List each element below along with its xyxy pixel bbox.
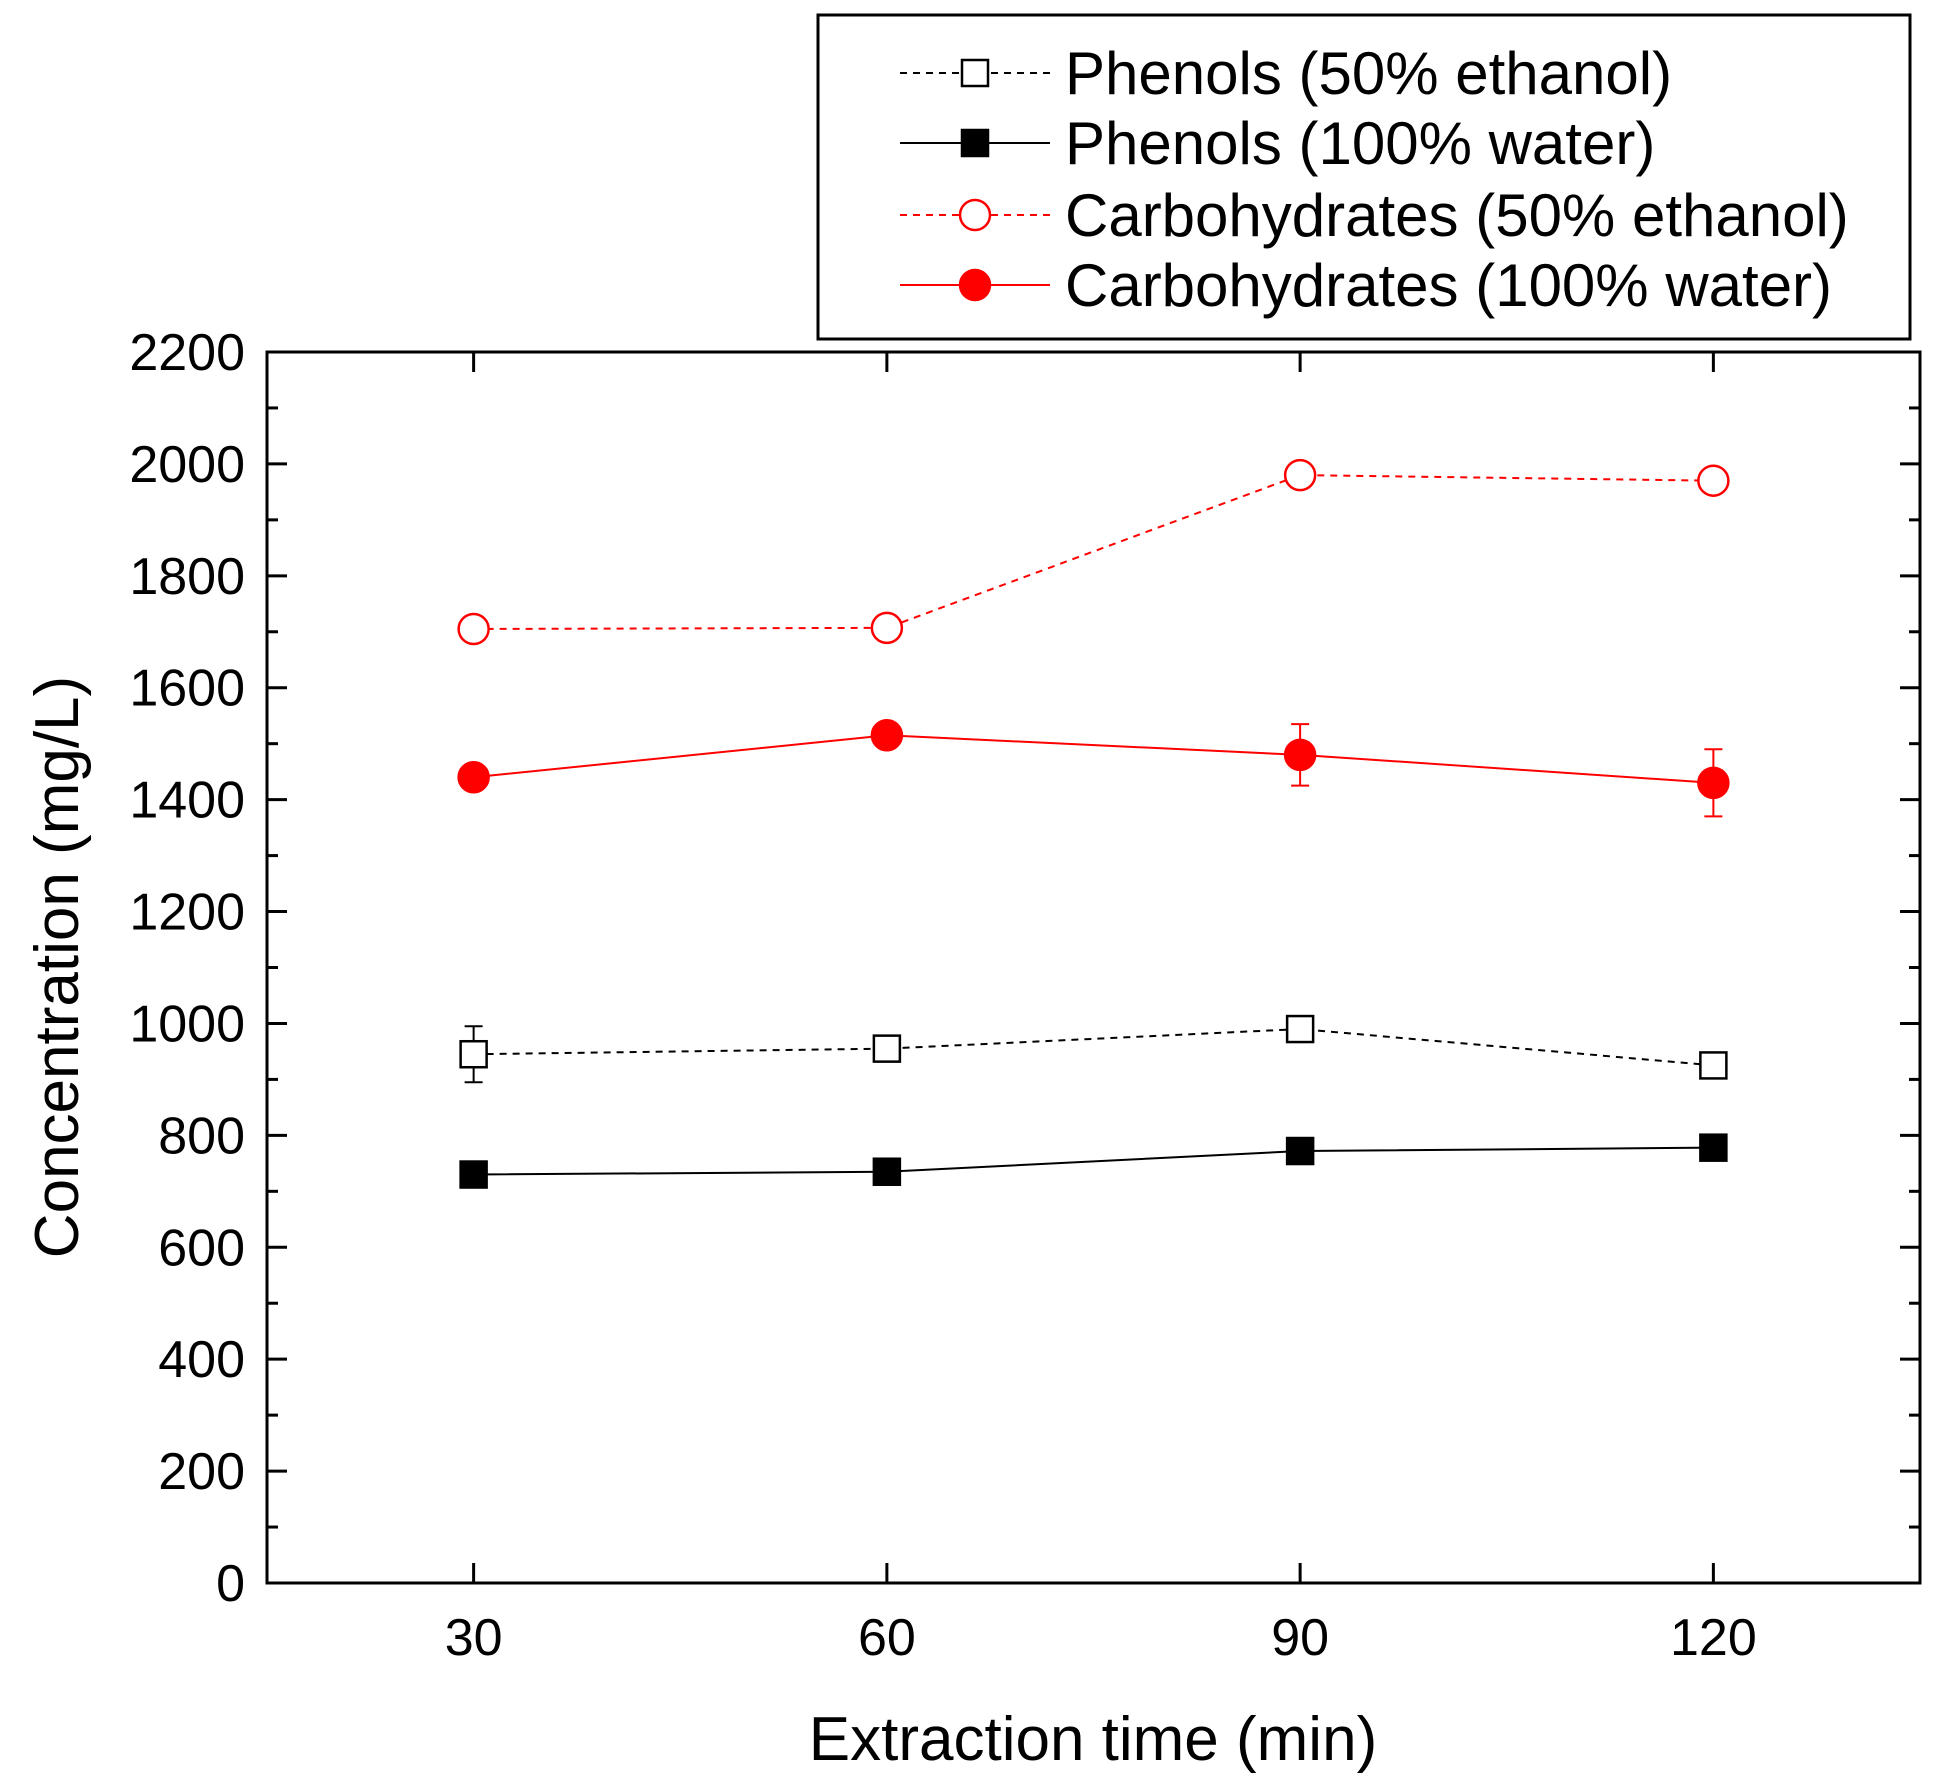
y-tick-label: 1400 — [129, 772, 245, 830]
series-line — [473, 734, 1714, 784]
legend-item-1: Phenols (100% water) — [900, 110, 1655, 177]
data-point — [1699, 1133, 1728, 1162]
series-2 — [457, 458, 1730, 646]
data-point — [1283, 458, 1317, 492]
series-line — [473, 474, 1714, 630]
data-point — [1283, 738, 1317, 772]
y-tick-label: 0 — [216, 1555, 245, 1613]
data-point — [872, 1034, 902, 1063]
data-point — [1697, 766, 1730, 800]
series — [457, 458, 1730, 1189]
legend-label: Carbohydrates (100% water) — [1065, 252, 1832, 319]
y-tick-label: 1000 — [129, 995, 245, 1053]
series-3 — [457, 719, 1730, 818]
data-point — [1285, 1136, 1315, 1166]
x-tick-label: 90 — [1271, 1609, 1329, 1667]
y-tick-label: 2000 — [129, 436, 245, 494]
legend-marker — [958, 198, 992, 232]
data-point — [1285, 1014, 1315, 1044]
y-tick-label: 800 — [158, 1107, 245, 1165]
series-1 — [459, 1133, 1728, 1189]
data-point — [457, 761, 490, 794]
data-point — [872, 1157, 902, 1186]
y-tick-label: 1200 — [129, 884, 245, 942]
legend-marker — [958, 268, 992, 302]
series-line — [473, 1028, 1714, 1067]
x-tick-label: 60 — [858, 1609, 916, 1667]
legend: Phenols (50% ethanol)Phenols (100% water… — [816, 13, 1912, 341]
data-point — [1697, 464, 1730, 497]
x-tick-label: 30 — [445, 1609, 503, 1667]
data-point — [870, 611, 904, 645]
legend-label: Carbohydrates (50% ethanol) — [1065, 182, 1849, 249]
y-tick-label: 1800 — [129, 548, 245, 606]
x-tick-label: 120 — [1670, 1609, 1757, 1667]
y-tick-label: 600 — [158, 1219, 245, 1277]
legend-label: Phenols (100% water) — [1065, 110, 1655, 177]
data-point — [459, 1039, 488, 1069]
series-line — [473, 1146, 1714, 1176]
y-tick-label: 400 — [158, 1331, 245, 1389]
legend-marker — [960, 128, 990, 158]
legend-item-0: Phenols (50% ethanol) — [900, 40, 1672, 107]
legend-label: Phenols (50% ethanol) — [1065, 40, 1672, 107]
y-tick-label: 2200 — [129, 324, 245, 382]
x-axis-title: Extraction time (min) — [809, 1705, 1377, 1774]
y-axis-title: Concentration (mg/L) — [23, 676, 92, 1258]
data-point — [457, 612, 490, 646]
y-tick-label: 200 — [158, 1443, 245, 1501]
legend-marker — [960, 58, 990, 88]
y-tick-label: 1600 — [129, 660, 245, 718]
plot-frame — [265, 350, 1922, 1585]
legend-item-3: Carbohydrates (100% water) — [900, 252, 1832, 319]
axes: 0 200 400 600 800 1000 1200 1400 1600 1800 2000 220… — [129, 324, 1920, 1667]
legend-item-2: Carbohydrates (50% ethanol) — [900, 182, 1849, 249]
data-point — [459, 1160, 488, 1189]
series-0 — [459, 1014, 1728, 1084]
data-point — [870, 719, 904, 752]
data-point — [1699, 1051, 1728, 1080]
